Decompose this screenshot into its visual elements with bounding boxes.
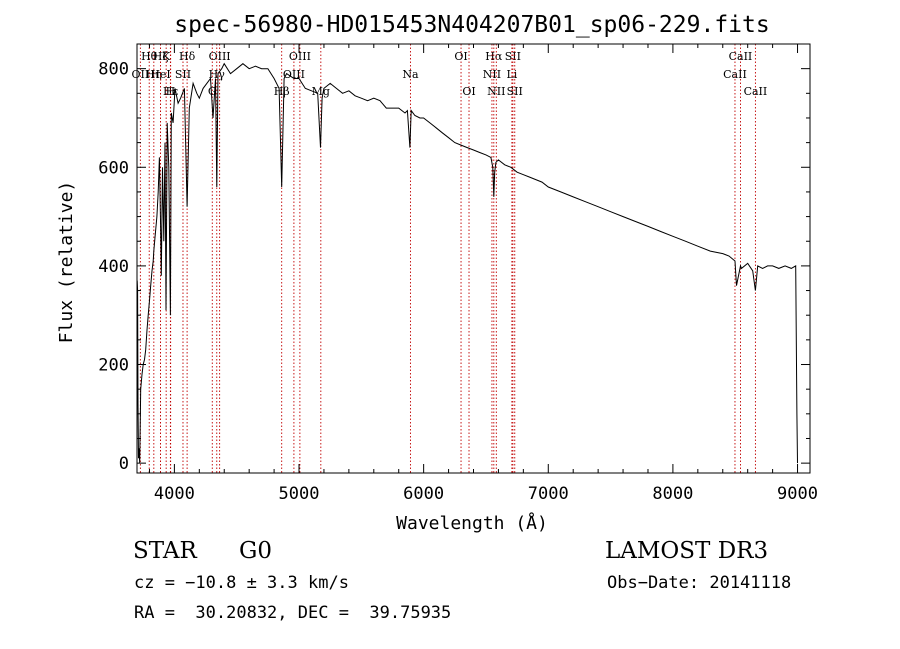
line-label: H [166,85,176,98]
line-label: CaII [744,85,768,98]
spectrum-line [136,62,798,464]
x-tick-label: 6000 [403,484,444,504]
plot-frame [136,43,811,474]
line-label: CaII [729,50,753,63]
line-label: NII [487,85,505,98]
x-tick-label: 4000 [154,484,195,504]
line-label: Hη [146,68,162,81]
x-tick-label: 7000 [528,484,569,504]
y-tick-label: 0 [119,454,129,474]
line-label: OIII [289,50,311,63]
x-axis-label: Wavelength (Å) [396,512,548,534]
coordinates: RA = 30.20832, DEC = 39.75935 [134,603,452,623]
line-label: OI [462,85,475,98]
line-label: Hδ [179,50,196,63]
y-tick-label: 400 [98,257,129,277]
line-label: K [162,50,171,63]
line-label: HeI [150,68,170,81]
chart-title: spec-56980-HD015453N404207B01_sp06-229.f… [174,12,769,38]
x-tick-label: 8000 [652,484,693,504]
y-tick-label: 600 [98,158,129,178]
y-tick-label: 800 [98,60,129,80]
line-label: OII [132,68,150,81]
observation-date: Obs−Date: 20141118 [607,573,792,593]
object-type: STAR [133,538,197,564]
line-label: NII [483,68,501,81]
line-label: CaII [723,68,747,81]
line-label: Li [506,68,517,81]
line-label: Hθ [141,50,158,63]
line-label: SII [507,85,523,98]
line-label: OI [454,50,467,63]
x-tick-label: 5000 [279,484,320,504]
line-label: Hα [485,50,503,63]
line-label: SII [175,68,191,81]
x-tick-label: 9000 [777,484,818,504]
line-label: OIII [283,68,305,81]
line-label: Mg [312,85,330,98]
line-label: OIII [209,50,231,63]
y-axis-label: Flux (relative) [56,181,77,344]
line-label: Hζ [153,50,169,63]
line-label: Hβ [274,85,290,98]
redshift-cz: cz = −10.8 ± 3.3 km/s [134,573,349,593]
line-label: SII [505,50,521,63]
survey-name: LAMOST DR3 [605,538,769,564]
object-subclass: G0 [239,538,273,564]
y-tick-label: 200 [98,356,129,376]
line-label: Na [402,68,419,81]
line-label: G [208,85,217,98]
line-label: Hγ [209,68,226,81]
